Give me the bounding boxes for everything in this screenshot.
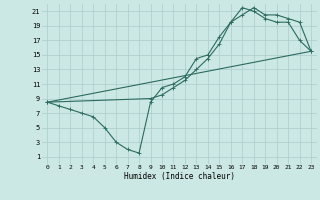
X-axis label: Humidex (Indice chaleur): Humidex (Indice chaleur) <box>124 172 235 181</box>
